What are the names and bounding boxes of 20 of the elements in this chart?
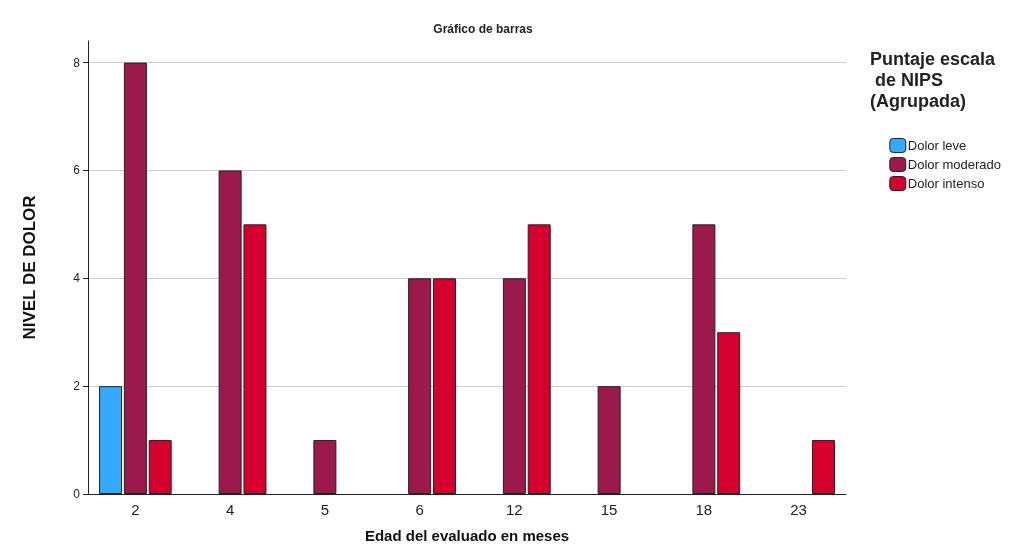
- x-tick-label: 18: [695, 501, 713, 518]
- x-tick-label: 4: [225, 501, 235, 518]
- y-tick-label: 2: [73, 379, 81, 394]
- x-tick-label: 6: [415, 501, 424, 518]
- x-axis-title: Edad del evaluado en meses: [364, 527, 570, 544]
- y-axis-title: NIVEL DE DOLOR: [20, 195, 39, 340]
- legend-label: Dolor intenso: [907, 176, 985, 191]
- legend-title: Puntaje escala de NIPS (Agrupada): [870, 48, 997, 111]
- x-tick-label: 15: [600, 501, 618, 518]
- x-tick-label: 23: [790, 501, 807, 518]
- legend-label: Dolor leve: [907, 138, 967, 153]
- x-tick-label: 5: [320, 501, 330, 518]
- y-tick-label: 0: [73, 487, 81, 501]
- y-tick-label: 8: [73, 55, 81, 70]
- x-tick-label: 2: [131, 501, 140, 518]
- legend-label: Dolor moderado: [907, 157, 1001, 172]
- y-tick-label: 4: [73, 271, 81, 286]
- chart-title: Gráfico de barras: [433, 22, 534, 36]
- x-tick-label: 12: [506, 501, 523, 518]
- y-tick-label: 6: [73, 163, 81, 178]
